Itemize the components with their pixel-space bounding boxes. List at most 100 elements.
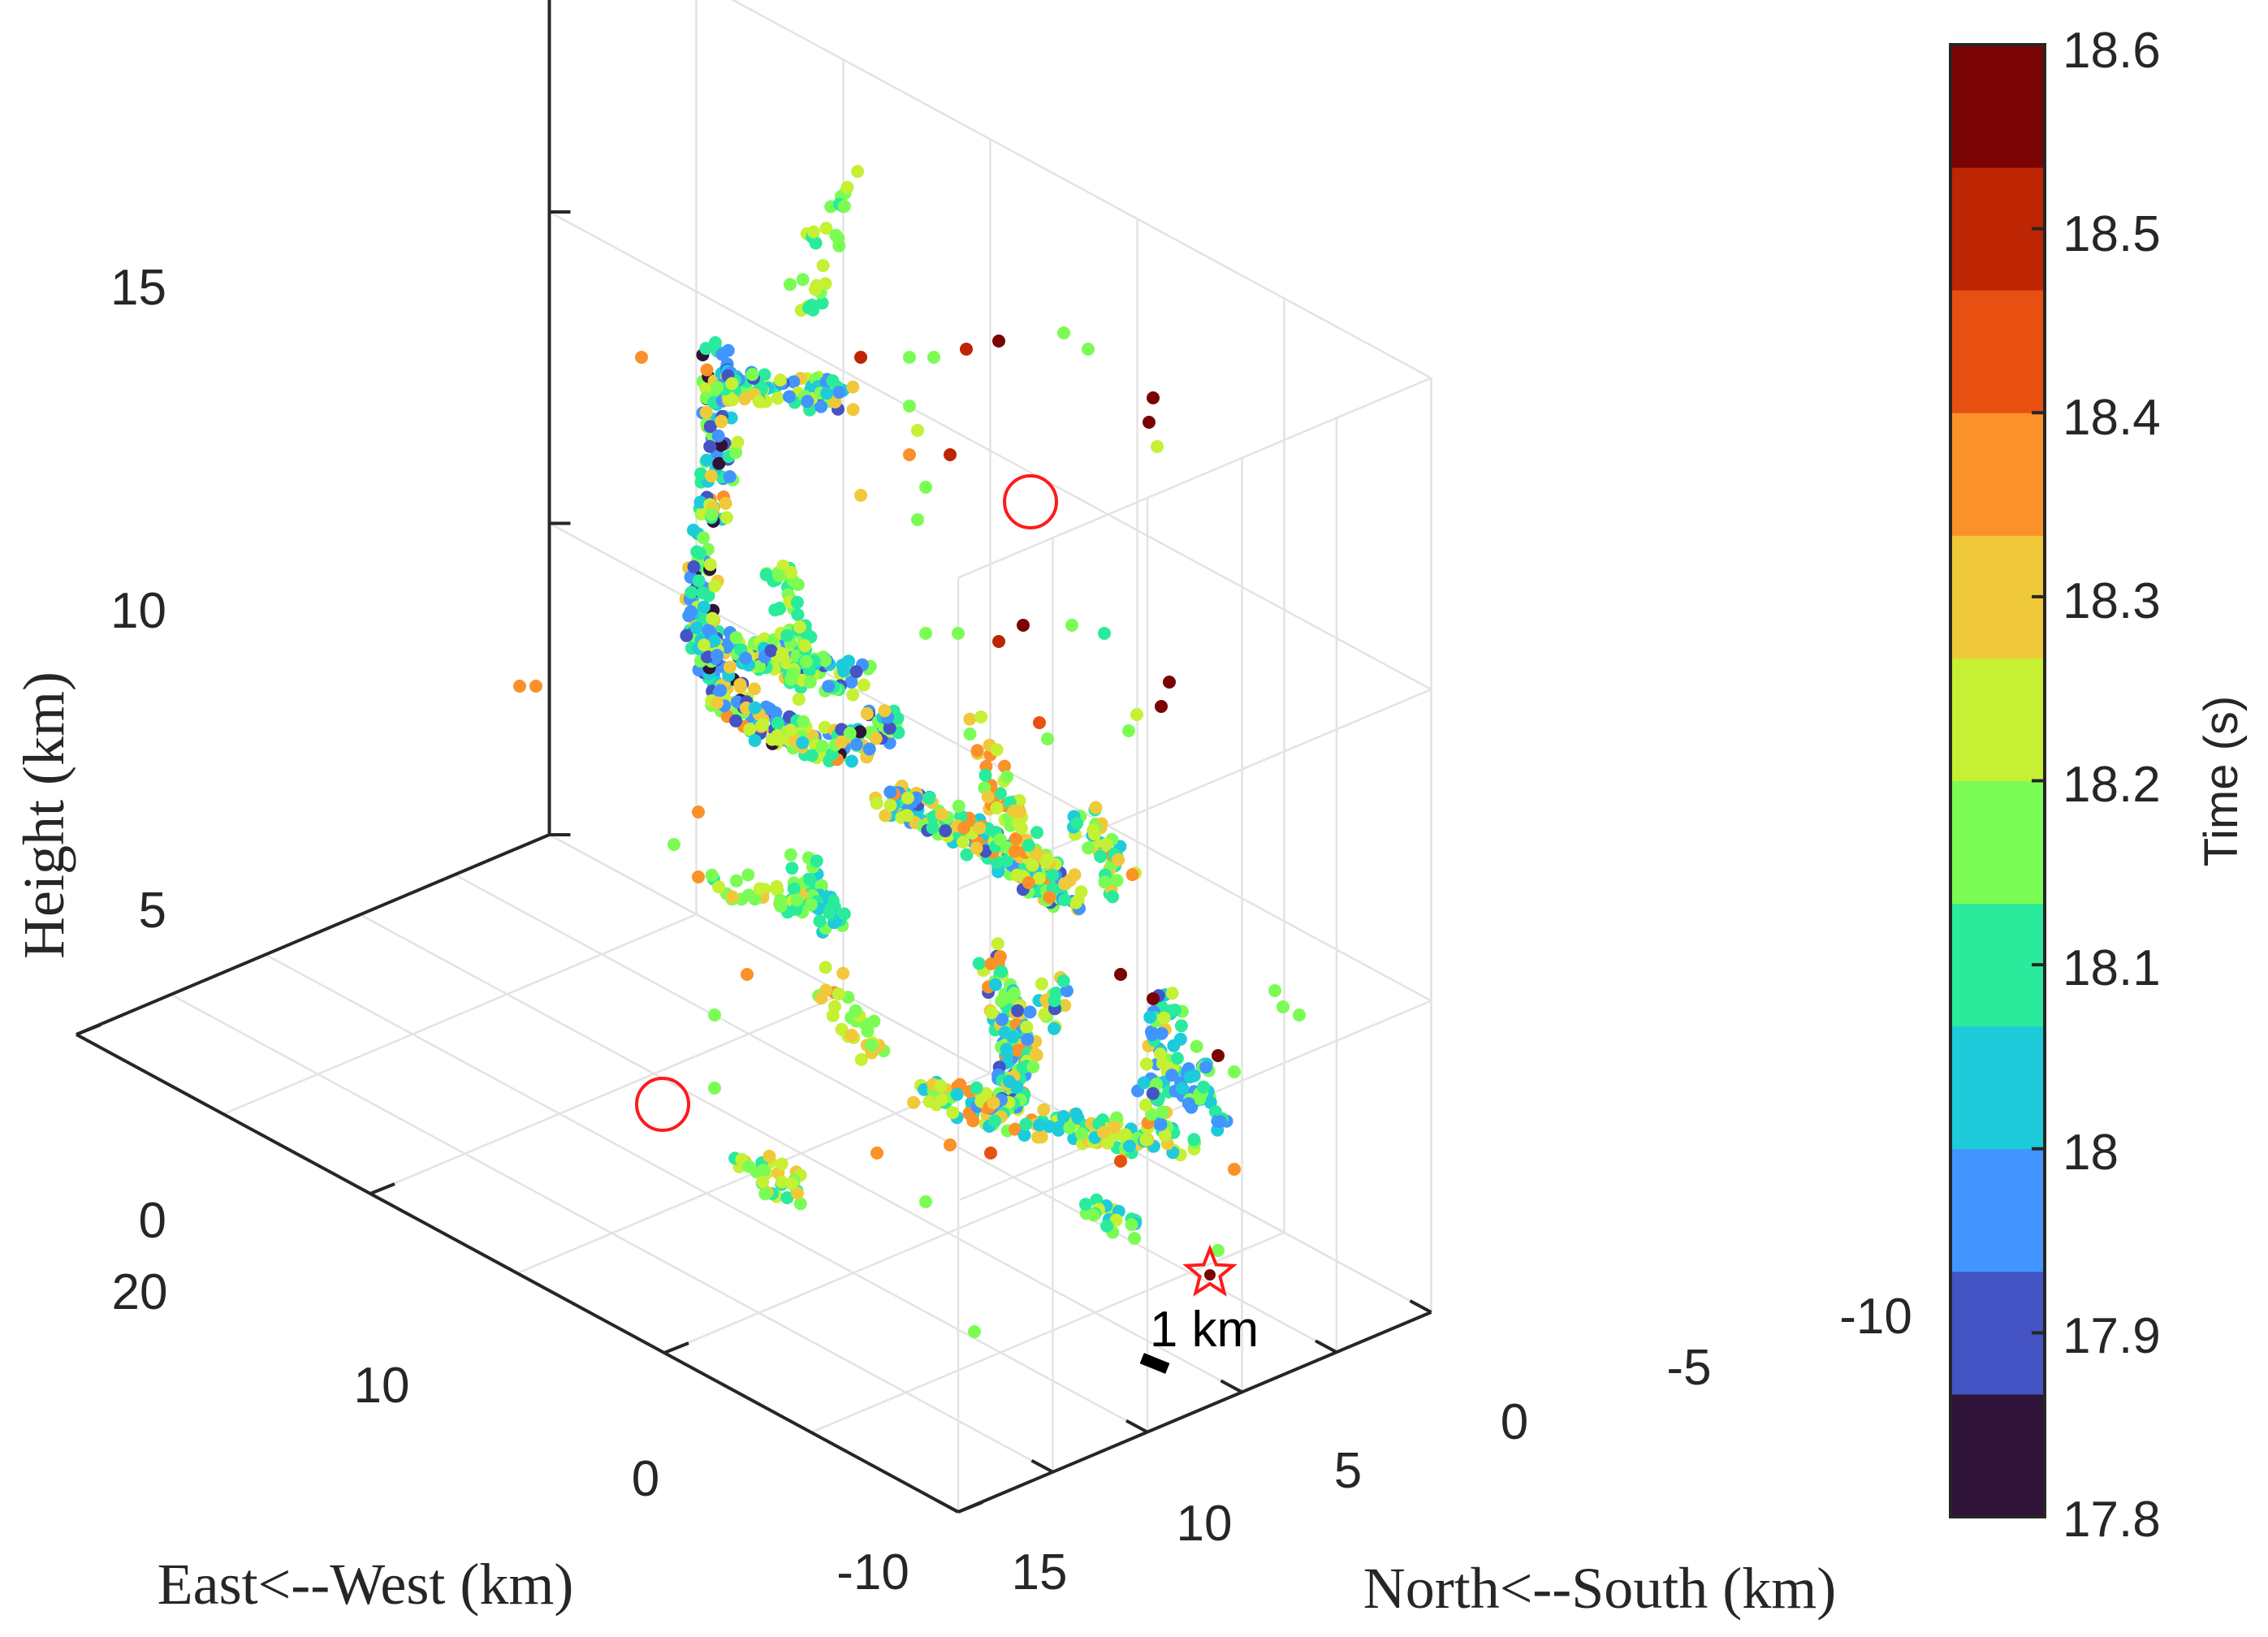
source-point xyxy=(926,821,940,835)
y-tick-mark xyxy=(936,1499,959,1514)
source-point xyxy=(700,363,714,377)
source-point xyxy=(1212,1049,1225,1062)
source-point xyxy=(1048,1022,1061,1035)
source-point xyxy=(816,259,830,272)
source-point xyxy=(853,725,867,739)
source-point xyxy=(1019,1117,1033,1131)
source-point xyxy=(1155,700,1168,713)
source-point xyxy=(1100,1136,1114,1150)
scale-bar xyxy=(1139,1353,1170,1374)
source-point xyxy=(970,744,984,758)
source-point xyxy=(1293,1009,1306,1022)
source-point xyxy=(733,677,747,691)
scale-bar-label: 1 km xyxy=(1150,1302,1259,1358)
source-point xyxy=(803,676,817,689)
source-point xyxy=(1041,732,1054,745)
source-point xyxy=(1147,992,1160,1005)
source-point xyxy=(725,377,739,391)
source-point xyxy=(697,600,711,614)
source-point xyxy=(1041,852,1055,866)
source-point xyxy=(1048,994,1061,1008)
floor-grid-line xyxy=(265,953,1148,1433)
source-point xyxy=(1063,1121,1077,1134)
source-point xyxy=(757,1164,771,1177)
source-point xyxy=(1033,716,1046,729)
source-point xyxy=(851,165,865,179)
colorbar-label: Time (s) xyxy=(2195,696,2248,866)
marker-circle xyxy=(1003,474,1058,529)
source-point xyxy=(797,715,810,728)
source-point xyxy=(1089,801,1103,814)
source-point xyxy=(810,854,823,868)
source-point xyxy=(826,374,840,387)
source-point xyxy=(970,1081,983,1095)
source-point xyxy=(922,792,935,806)
floor-grid-line xyxy=(222,913,697,1116)
source-point xyxy=(771,883,784,897)
source-point xyxy=(1096,1125,1110,1139)
source-point xyxy=(707,634,721,648)
source-point xyxy=(846,403,860,417)
source-point xyxy=(796,736,810,749)
source-point xyxy=(1086,823,1100,837)
colorbar-tick-label: 18.5 xyxy=(2063,206,2161,262)
source-point xyxy=(792,693,806,706)
x-tick-label: -10 xyxy=(836,1544,909,1600)
floor-grid-line xyxy=(663,1151,1138,1354)
source-point xyxy=(823,906,836,920)
source-point xyxy=(1139,1133,1153,1147)
source-point xyxy=(780,628,794,642)
source-point xyxy=(685,585,698,599)
colorbar-tick-label: 17.9 xyxy=(2063,1308,2161,1364)
source-point xyxy=(1156,1105,1169,1119)
source-point xyxy=(739,651,753,665)
colorbar-band xyxy=(1950,903,2045,1027)
source-point xyxy=(1277,1000,1290,1013)
source-point xyxy=(1082,343,1095,356)
y-tick-mark xyxy=(1030,1459,1054,1474)
z-axis-label: Height (km) xyxy=(11,672,76,959)
source-point xyxy=(919,1195,932,1208)
y-axis-line xyxy=(957,1311,1432,1514)
source-point xyxy=(689,621,703,635)
source-point xyxy=(703,439,717,453)
source-point xyxy=(1122,724,1135,737)
source-point xyxy=(879,809,892,823)
source-point xyxy=(705,508,719,521)
source-point xyxy=(697,531,711,545)
source-point xyxy=(919,627,932,640)
y-tick-label: 15 xyxy=(1012,1544,1068,1600)
source-point xyxy=(849,1004,862,1017)
source-point xyxy=(995,965,1009,978)
source-point xyxy=(815,740,829,754)
source-point xyxy=(1182,1097,1195,1111)
back-floor-edge xyxy=(548,833,1432,1314)
source-point xyxy=(1139,1098,1152,1112)
source-point xyxy=(764,644,778,658)
source-point xyxy=(1228,1163,1241,1176)
source-point xyxy=(870,1147,883,1160)
source-point xyxy=(1020,1020,1034,1034)
floor-grid-line xyxy=(359,914,1243,1393)
source-point xyxy=(784,565,798,579)
source-point xyxy=(1011,1004,1025,1017)
source-point xyxy=(696,612,710,626)
source-point xyxy=(989,978,1002,991)
source-point xyxy=(1183,1070,1197,1084)
source-point xyxy=(1176,1082,1190,1095)
source-point xyxy=(973,821,987,835)
source-point xyxy=(927,351,940,364)
source-point xyxy=(748,682,761,696)
source-point xyxy=(970,841,983,855)
source-point xyxy=(711,380,724,394)
source-point xyxy=(771,716,784,730)
source-point xyxy=(1155,1026,1169,1040)
source-point xyxy=(700,453,714,467)
source-point xyxy=(814,400,828,413)
source-point xyxy=(1006,1030,1020,1044)
source-point xyxy=(1204,1269,1216,1281)
source-point xyxy=(686,523,700,537)
source-point xyxy=(772,568,786,582)
source-point xyxy=(846,688,860,702)
source-point xyxy=(1174,1019,1188,1033)
